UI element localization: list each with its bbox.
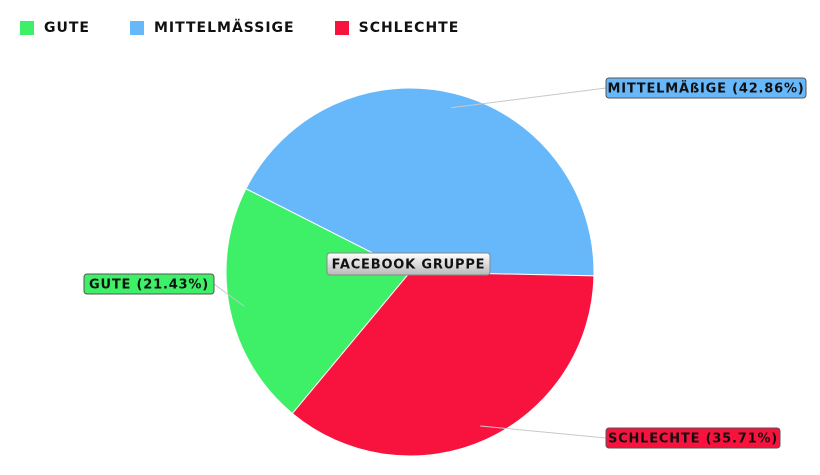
legend-item-mittelmaessige[interactable]: MITTELMÄßIGE <box>129 20 295 36</box>
pie-title-text: FACEBOOK GRUPPE <box>332 258 486 273</box>
pie-title-box <box>326 252 491 276</box>
callout-label-1: MITTELMÄßIGE (42.86%) <box>607 81 804 97</box>
legend-item-gute[interactable]: GUTE <box>20 20 90 36</box>
callout-line-2 <box>480 425 607 439</box>
pie-title: FACEBOOK GRUPPE <box>326 252 491 276</box>
legend-swatch-gute <box>20 21 34 35</box>
legend-swatch-mittelmaessige <box>129 21 144 35</box>
callout-box-2 <box>605 427 781 449</box>
legend-label-gute: GUTE <box>44 20 90 36</box>
legend-swatch-schlechte <box>334 21 349 35</box>
chart-legend: GUTE MITTELMÄßIGE SCHLECHTE <box>20 20 459 36</box>
legend-label-schlechte: SCHLECHTE <box>358 20 460 36</box>
pie-slice-2[interactable] <box>291 271 595 457</box>
pie-slice-0[interactable] <box>225 188 411 415</box>
callout-box-1 <box>605 77 807 99</box>
pie-slice-1[interactable] <box>245 87 595 277</box>
callout-line-1 <box>451 87 607 109</box>
callout-label-2: SCHLECHTE (35.71%) <box>608 432 778 447</box>
pie-callouts: MITTELMÄßIGE (42.86%) SCHLECHTE (35.71%) G… <box>83 77 807 449</box>
legend-item-schlechte[interactable]: SCHLECHTE <box>334 20 460 36</box>
legend-label-mittelmaessige: MITTELMÄßIGE <box>153 20 295 36</box>
callout-line-0 <box>213 283 245 307</box>
callout-label-0: GUTE (21.43%) <box>89 278 209 293</box>
callout-box-0 <box>83 273 215 295</box>
pie-slices <box>225 87 595 457</box>
